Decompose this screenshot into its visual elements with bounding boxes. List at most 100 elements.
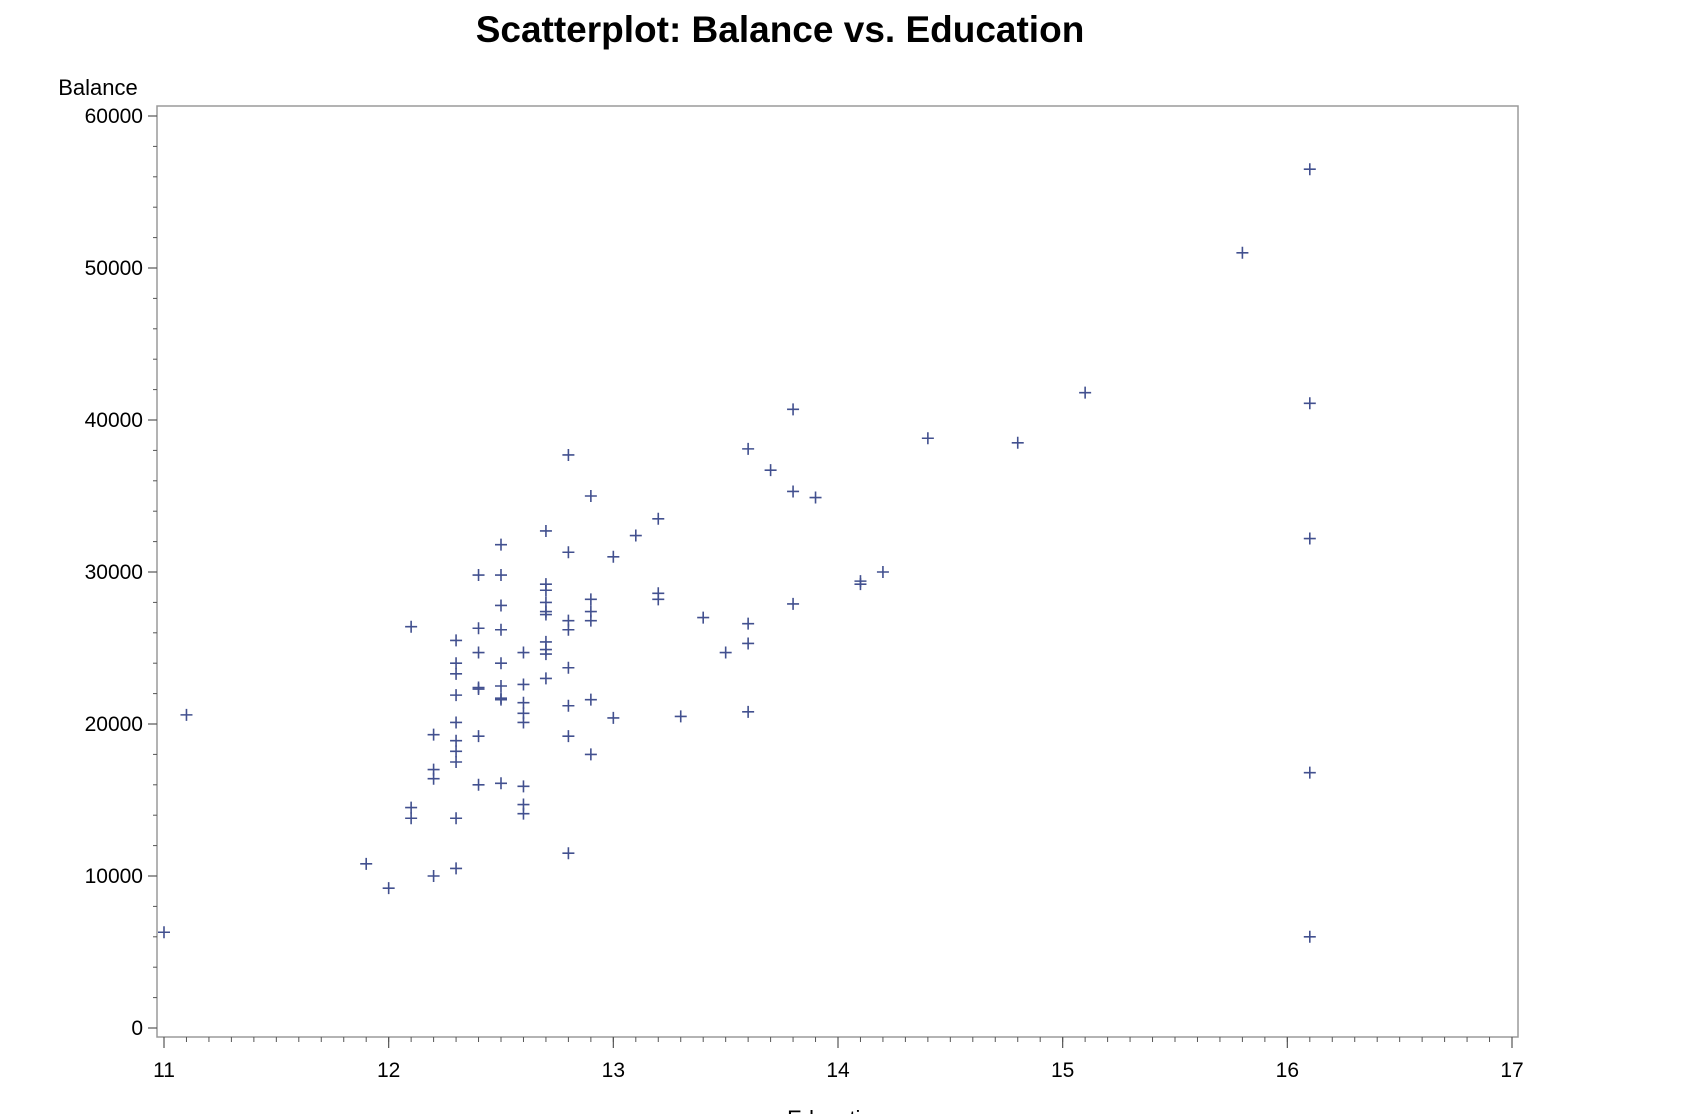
data-point	[1303, 163, 1316, 176]
y-axis: 0 10000 20000 30000 40000 50000 60000	[85, 105, 157, 1040]
x-tick-label: 14	[826, 1059, 850, 1082]
data-point	[539, 524, 552, 537]
data-point	[450, 745, 463, 758]
data-point	[652, 512, 665, 525]
data-point	[764, 464, 777, 477]
chart-title: Scatterplot: Balance vs. Education	[476, 9, 1085, 50]
data-point	[405, 801, 418, 814]
data-point	[584, 593, 597, 606]
data-point	[382, 882, 395, 895]
x-tick-label: 13	[602, 1059, 625, 1082]
data-point	[450, 634, 463, 647]
data-point	[450, 689, 463, 702]
y-tick-label: 30000	[85, 561, 143, 584]
data-point	[1303, 930, 1316, 943]
data-point	[584, 614, 597, 627]
data-point	[787, 403, 800, 416]
data-point	[854, 578, 867, 591]
data-point	[562, 546, 575, 559]
data-point	[562, 699, 575, 712]
y-tick-label: 40000	[85, 409, 143, 432]
data-point	[1303, 766, 1316, 779]
data-point	[921, 432, 934, 445]
x-tick-label: 12	[377, 1059, 400, 1082]
data-point	[584, 748, 597, 761]
data-point	[517, 646, 530, 659]
data-point	[450, 756, 463, 768]
y-tick-label: 10000	[85, 865, 143, 888]
data-point	[472, 683, 485, 696]
data-point	[539, 584, 552, 597]
x-tick-label: 16	[1276, 1059, 1299, 1082]
data-point	[719, 646, 732, 659]
data-point	[472, 730, 485, 743]
data-point	[472, 569, 485, 582]
data-point	[809, 491, 822, 504]
data-point	[742, 617, 755, 630]
data-point	[876, 566, 889, 578]
x-axis-label: Education	[787, 1106, 885, 1114]
data-point	[629, 529, 642, 542]
data-point	[1011, 436, 1024, 449]
y-tick-label: 0	[131, 1017, 143, 1040]
x-tick-label: 15	[1051, 1059, 1074, 1082]
data-point	[450, 734, 463, 747]
x-tick-label: 11	[153, 1059, 175, 1082]
data-point	[495, 538, 507, 551]
data-point	[1236, 246, 1249, 259]
data-point	[450, 657, 463, 670]
data-point	[472, 646, 485, 659]
data-point	[405, 620, 418, 633]
data-point	[517, 696, 530, 709]
data-point	[1303, 532, 1316, 545]
data-point	[652, 593, 665, 606]
data-point	[787, 597, 800, 610]
data-point	[450, 812, 463, 825]
plot-frame	[156, 105, 1519, 1038]
y-tick-label: 60000	[85, 105, 143, 128]
data-point	[539, 648, 552, 661]
data-point	[562, 730, 575, 743]
data-point	[427, 870, 440, 882]
data-point	[472, 622, 485, 635]
data-point	[1303, 397, 1316, 410]
data-point	[742, 705, 755, 718]
data-point	[427, 728, 440, 741]
data-point	[562, 661, 575, 674]
data-point	[584, 693, 597, 706]
data-point	[495, 569, 507, 582]
data-point	[742, 637, 755, 650]
data-point	[697, 611, 710, 624]
data-point	[495, 599, 507, 612]
x-tick-label: 17	[1500, 1059, 1523, 1082]
x-axis: 11 12 13 14 15 16 17	[153, 1037, 1524, 1082]
data-point	[539, 608, 552, 621]
data-point	[517, 780, 530, 793]
data-point	[742, 442, 755, 455]
data-point	[562, 448, 575, 461]
y-tick-label: 50000	[85, 257, 143, 280]
data-point	[517, 716, 530, 729]
y-axis-label: Balance	[58, 75, 138, 100]
data-point	[180, 708, 193, 721]
data-point	[562, 847, 575, 860]
data-point	[450, 862, 463, 875]
data-point	[517, 678, 530, 691]
data-point	[495, 657, 507, 670]
data-point	[607, 711, 620, 724]
data-points	[158, 163, 1316, 943]
data-point	[495, 777, 507, 790]
data-point	[158, 926, 170, 939]
data-point	[495, 680, 507, 692]
data-point	[562, 623, 575, 636]
data-point	[450, 716, 463, 729]
data-point	[450, 667, 463, 680]
data-point	[472, 778, 485, 791]
data-point	[1079, 386, 1092, 399]
data-point	[405, 812, 418, 825]
data-point	[427, 772, 440, 785]
data-point	[674, 710, 687, 723]
data-point	[787, 485, 800, 498]
